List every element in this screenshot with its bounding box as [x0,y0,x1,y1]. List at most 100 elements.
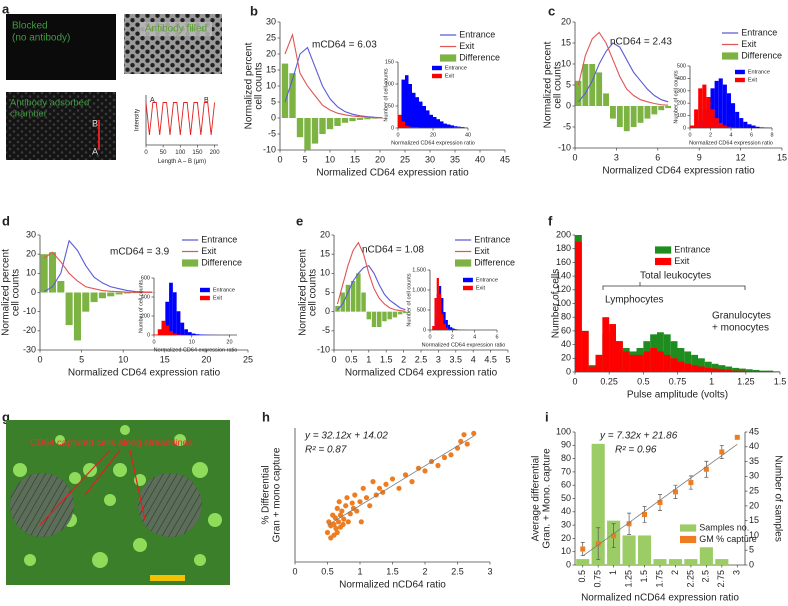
histogram-bar [759,127,764,128]
x-tick-label: 0 [292,566,297,576]
histogram-bar [429,114,433,128]
y-tick-label: 0 [325,306,330,316]
point [580,546,586,552]
y-tick-label: 10 [320,268,330,278]
bar [326,118,334,130]
histogram-bar [751,125,756,128]
bar [665,106,672,109]
bar [311,118,319,144]
annotation: R² = 0.87 [305,445,347,456]
legend-label: Entrance [201,234,237,244]
histogram-bar [718,365,726,372]
bar [123,292,131,294]
histogram-bar [616,341,623,372]
point [343,503,349,509]
line [284,46,383,119]
histogram-bar [172,292,177,335]
histogram-bar [415,97,419,128]
point [357,499,363,505]
annotation: mCD64 = 6.03 [312,40,377,51]
x-tick-label: 6 [750,132,753,138]
histogram-bar [747,124,752,128]
point [688,480,694,486]
legend-label: Entrance [213,287,235,293]
point [340,521,346,528]
y-tick-label: 20 [561,353,571,363]
histogram-bar [187,332,192,335]
panel-label: c [548,3,555,18]
histogram-bar [698,366,705,372]
histogram-bar [447,124,451,128]
annotation: + monocytes [712,323,769,334]
histogram-bar [432,326,435,330]
histogram-bar [629,354,637,372]
x-tick-label: 1.5 [386,566,399,576]
y-tick-label: 0 [31,287,36,297]
x-tick-label: 20 [375,154,385,164]
histogram-bar [657,351,664,372]
micrograph-blocked [6,14,116,80]
x-tick-label: 40 [475,154,485,164]
y-tick-label: 160 [556,257,571,267]
point [345,519,351,525]
y-axis-label: Number of cell counts [383,68,389,121]
trend-line [327,435,474,526]
y-axis-label: cell counts [308,269,319,316]
bar [361,292,366,312]
y-tick-label: 100 [556,426,571,436]
histogram-bar [710,88,715,128]
y-tick-label: -10 [317,344,330,354]
x-axis-label: Normalized CD64 expression ratio [316,167,469,178]
histogram-bar [169,282,173,335]
histogram-bar [752,369,760,372]
x-tick-label: 200 [210,150,221,156]
x-axis-label: Normalized CD64 expression ratio [391,141,475,147]
y-tick-label: 1,000 [412,287,426,293]
histogram-bar [691,365,698,372]
x-tick-label: 40 [465,132,471,138]
x-axis-label: Normalized nCD64 expression ratio [581,593,739,604]
x-tick-label: 5 [302,154,307,164]
x-tick-label: 1 [357,566,362,576]
y-axis-label: Intensity [135,109,141,131]
histogram-bar [450,327,453,330]
bar [582,64,589,106]
x-tick-label: 2.5 [701,570,711,583]
histogram-bar [743,121,748,128]
legend-label: Exit [213,295,223,301]
x-tick-label: 150 [192,150,203,156]
histogram-bar [725,366,733,372]
legend-swatch [455,259,472,267]
point [347,511,353,517]
bar [684,559,698,565]
bar [98,292,106,299]
histogram-bar [195,334,200,335]
histogram-bar [405,75,409,128]
histogram-bar [684,363,692,372]
legend-label: GM % capture [699,534,757,544]
x-tick-label: 100 [175,150,186,156]
histogram-bar [711,368,719,372]
histogram-bar [726,93,731,128]
point [719,449,725,455]
x-axis-label: Normalized CD64 expression ratio [602,165,755,176]
x-tick-label: 9 [697,152,702,162]
legend-swatch [463,277,473,283]
y-axis-label: Number of cell counts [138,280,144,333]
histogram-bar [718,78,723,128]
annotation: mCD64 = 3.9 [110,247,170,258]
legend-label: Entrance [459,29,495,39]
x-tick-label: 1.25 [737,376,755,386]
point [326,519,332,525]
x-tick-label: 25 [243,354,253,364]
point [339,508,345,514]
bar [387,311,392,320]
x-axis-label: Normalized nCD64 ratio [339,579,446,590]
y-axis-label: Normalized percent [543,41,554,128]
x-tick-label: 0 [144,150,148,156]
x-tick-label: 0 [396,132,399,138]
bar [350,281,356,312]
histogram-bar [677,348,685,372]
y-tick-label: 20 [561,533,571,543]
histogram-bar [677,361,685,372]
